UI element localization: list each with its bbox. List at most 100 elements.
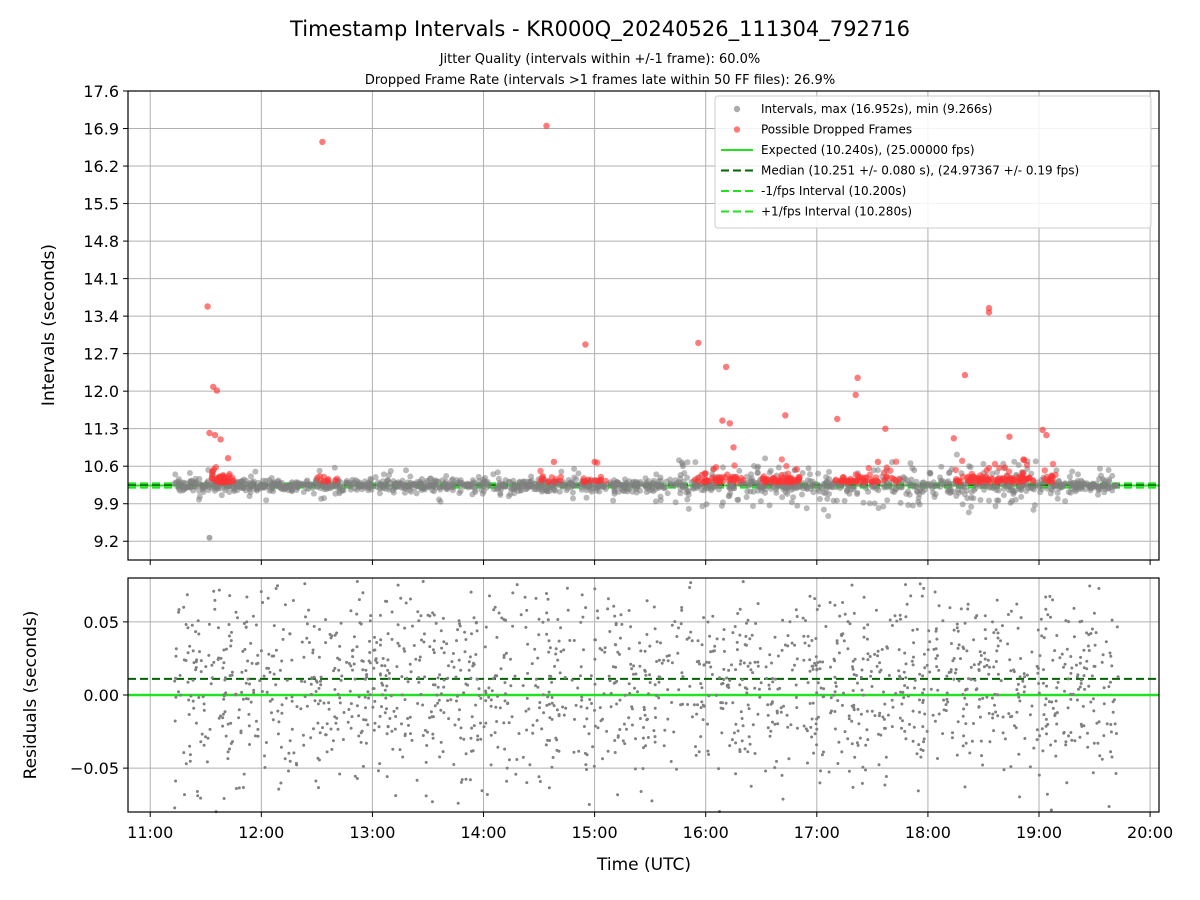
residual-point <box>325 750 329 754</box>
residual-point <box>432 639 436 643</box>
residual-point <box>648 681 652 684</box>
residual-point <box>1065 647 1069 651</box>
residual-point <box>270 711 273 715</box>
residual-point <box>756 660 760 664</box>
interval-point <box>380 485 387 492</box>
dropped-frame-outlier <box>950 435 957 442</box>
residual-point <box>607 674 611 678</box>
residual-point <box>834 684 838 688</box>
residual-point <box>1093 664 1097 668</box>
residual-point <box>407 723 410 727</box>
residual-point <box>866 623 870 627</box>
residual-point <box>983 628 987 632</box>
residual-point <box>841 601 845 604</box>
x-tick-label: 12:00 <box>238 823 284 842</box>
residual-point <box>662 744 666 748</box>
residual-point <box>400 693 404 697</box>
residual-point <box>743 643 747 647</box>
interval-point <box>1054 489 1061 496</box>
interval-point <box>1044 485 1051 492</box>
residual-point <box>615 679 619 683</box>
residual-point <box>765 677 769 680</box>
dropped-frame-point <box>760 475 768 483</box>
residual-point <box>585 717 589 721</box>
interval-point <box>870 467 877 474</box>
residual-point <box>390 637 394 641</box>
residual-point <box>972 638 976 642</box>
x-tick-label: 19:00 <box>1016 823 1062 842</box>
residual-point <box>270 697 274 701</box>
residual-point <box>862 595 866 599</box>
residual-point <box>417 619 421 623</box>
residual-point <box>541 693 545 697</box>
residual-point <box>1037 773 1041 777</box>
residual-point <box>375 661 379 665</box>
dropped-frame-point <box>892 476 899 484</box>
residual-point <box>388 717 392 720</box>
residual-point <box>795 706 799 710</box>
residual-point <box>1104 640 1108 644</box>
residual-point <box>423 675 427 679</box>
residual-point <box>226 722 230 726</box>
dropped-frame-point <box>1010 476 1017 484</box>
residual-point <box>1069 731 1073 734</box>
dropped-frame-point <box>1041 476 1048 483</box>
residual-point <box>690 715 694 719</box>
dropped-frame-outlier <box>213 387 221 394</box>
residual-point <box>962 647 966 651</box>
residual-point <box>265 666 269 670</box>
residual-point <box>898 674 902 678</box>
dropped-frame-point <box>783 462 790 470</box>
residual-point <box>922 586 926 590</box>
residual-point <box>748 637 752 641</box>
residual-point <box>907 694 910 698</box>
dropped-frame-point <box>333 475 341 482</box>
residual-point <box>1054 699 1058 703</box>
residual-point <box>606 607 610 611</box>
residual-point <box>627 609 631 612</box>
residual-point <box>363 695 367 699</box>
interval-point <box>558 468 565 475</box>
dropped-frame-outlier <box>1020 456 1028 463</box>
residual-point <box>485 793 489 796</box>
residual-point <box>246 677 250 681</box>
interval-point <box>967 464 974 471</box>
residual-point <box>717 767 721 771</box>
residual-point <box>638 641 641 645</box>
residual-point <box>402 647 406 651</box>
residual-point <box>1042 713 1046 717</box>
residual-point <box>994 660 998 663</box>
residual-point <box>843 612 847 616</box>
interval-point <box>830 497 837 504</box>
dropped-frame-point <box>973 478 980 486</box>
residual-point <box>244 669 248 673</box>
intervals-y-tick-label: 14.1 <box>83 270 119 289</box>
residual-point <box>946 700 950 704</box>
interval-point <box>398 484 405 491</box>
residual-point <box>836 699 840 703</box>
residual-point <box>389 694 393 698</box>
residual-point <box>248 682 251 686</box>
dropped-frame-point <box>968 470 975 478</box>
residual-point <box>355 580 359 583</box>
residual-point <box>955 753 959 757</box>
residual-point <box>806 681 810 685</box>
residual-point <box>479 721 482 725</box>
residual-point <box>612 604 616 608</box>
residual-point <box>318 627 321 631</box>
residual-point <box>436 701 440 705</box>
residual-point <box>893 614 897 618</box>
residual-point <box>705 660 708 664</box>
interval-point <box>914 488 921 495</box>
residual-point <box>428 716 432 720</box>
residual-point <box>699 706 703 710</box>
residual-point <box>418 658 422 662</box>
residual-point <box>1109 723 1113 726</box>
residual-point <box>404 601 408 605</box>
residual-point <box>697 750 701 754</box>
residual-point <box>272 654 276 658</box>
residual-point <box>572 750 576 754</box>
interval-point <box>685 505 692 512</box>
interval-point <box>497 492 504 498</box>
interval-point <box>1030 506 1037 513</box>
